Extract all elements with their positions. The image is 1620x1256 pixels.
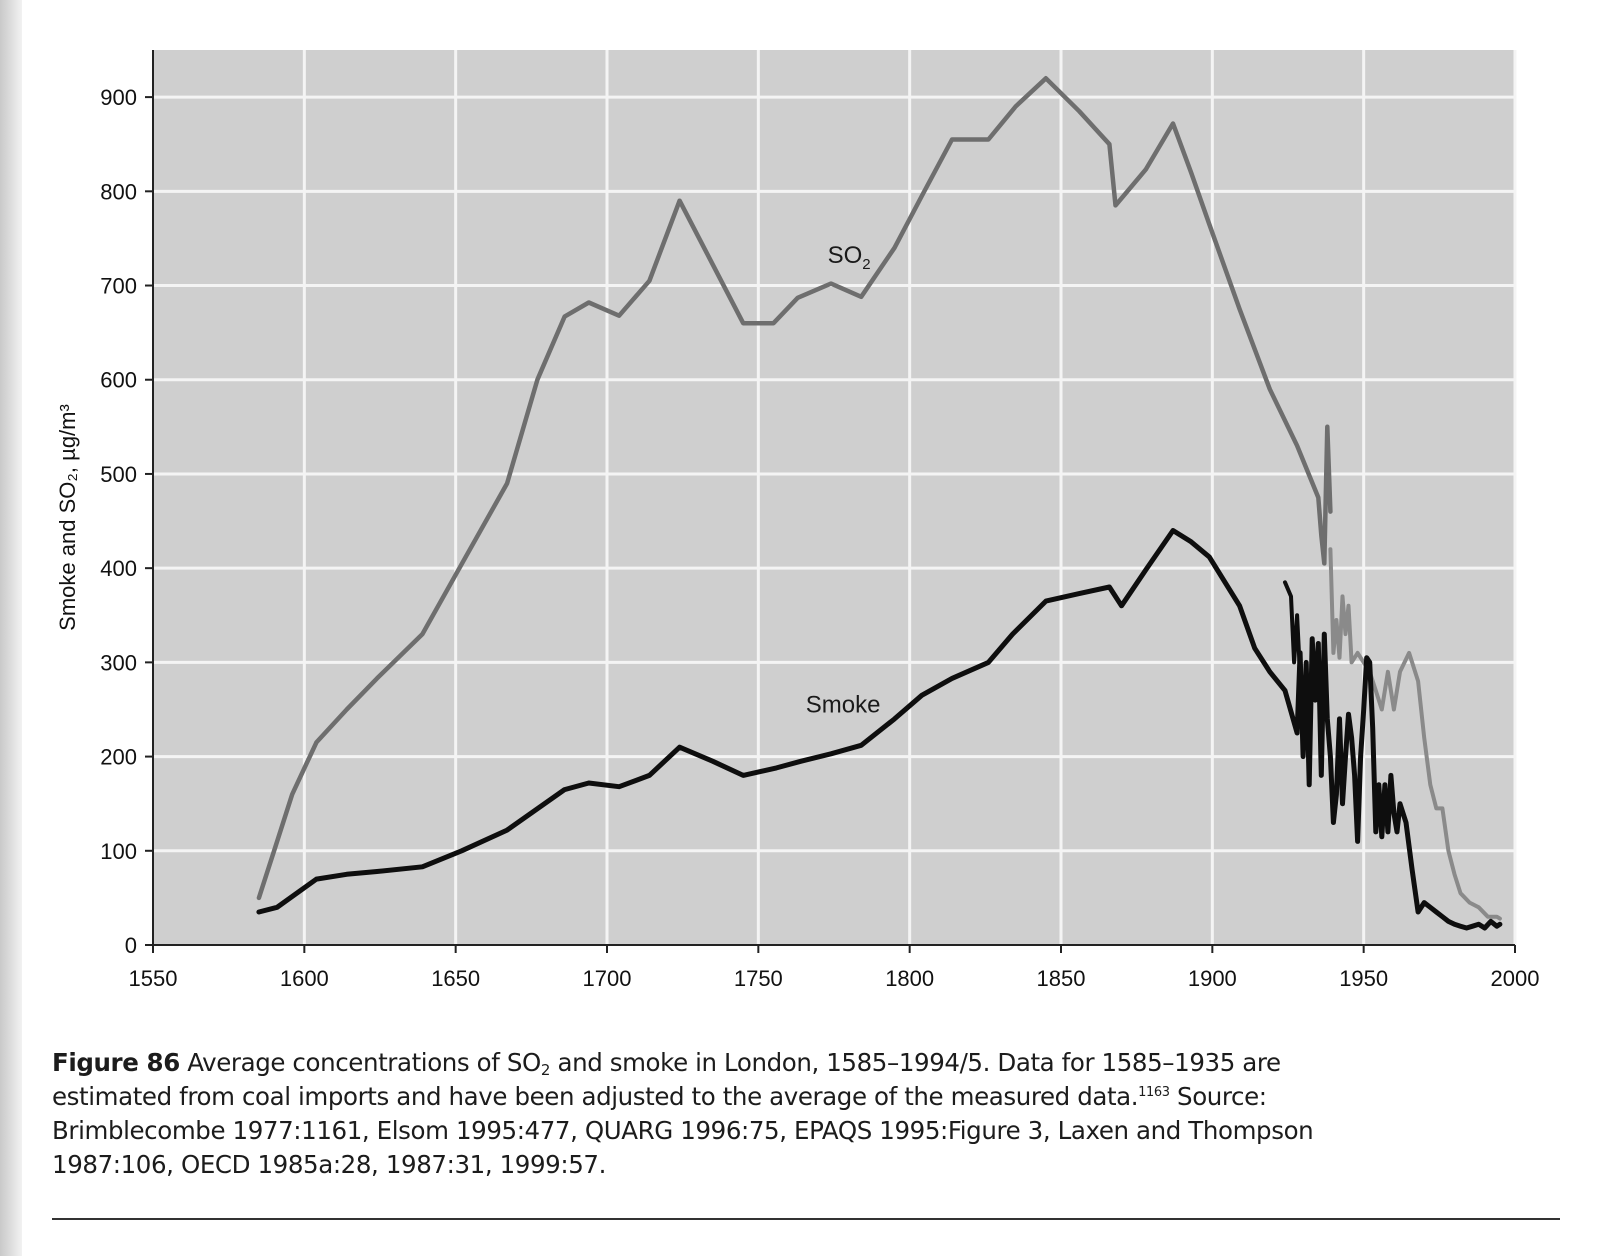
y-tick-label: 100 [100, 839, 137, 864]
caption-divider [52, 1218, 1560, 1220]
y-tick-label: 300 [100, 650, 137, 675]
x-tick-label: 1900 [1188, 966, 1237, 991]
x-tick-label: 1700 [583, 966, 632, 991]
series-line-2 [1328, 547, 1502, 921]
y-tick-label: 0 [125, 933, 137, 958]
y-tick-label: 800 [100, 179, 137, 204]
caption-line-1: Figure 86 Average concentrations of SO2 … [52, 1046, 1552, 1080]
caption-line-2: estimated from coal imports and have bee… [52, 1080, 1552, 1114]
x-tick-label: 1950 [1339, 966, 1388, 991]
x-tick-label: 1550 [129, 966, 178, 991]
y-tick-label: 500 [100, 462, 137, 487]
y-tick-label: 400 [100, 556, 137, 581]
caption-text: Average concentrations of SO [179, 1048, 541, 1077]
x-tick-label: 1750 [734, 966, 783, 991]
series-label: Smoke [806, 691, 881, 718]
plot-area [153, 50, 1515, 945]
line-chart: 1550 1600 1650 1700 1750 1800 1850 1900 1950 2000… [55, 50, 1540, 991]
figure-label: Figure 86 [52, 1048, 180, 1077]
caption-text: estimated from coal imports and have bee… [52, 1082, 1139, 1111]
y-tick-label: 600 [100, 368, 137, 393]
y-tick-label: 200 [100, 745, 137, 770]
footnote-reference: 1163 [1138, 1085, 1170, 1100]
caption-line-4: 1987:106, OECD 1985a:28, 1987:31, 1999:5… [52, 1150, 606, 1179]
page-shadow [0, 0, 22, 1256]
caption-line-3: Brimblecombe 1977:1161, Elsom 1995:477, … [52, 1116, 1314, 1145]
y-tick-label: 700 [100, 274, 137, 299]
y-tick-label: 900 [100, 85, 137, 110]
x-tick-label: 2000 [1491, 966, 1540, 991]
x-tick-label: 1850 [1037, 966, 1086, 991]
caption-text: Source: [1169, 1082, 1267, 1111]
x-tick-label: 1600 [280, 966, 329, 991]
caption-subscript: 2 [540, 1061, 551, 1079]
series-line-3 [256, 528, 1503, 931]
x-tick-label: 1650 [431, 966, 480, 991]
series-line-1 [256, 76, 1333, 901]
figure-caption: Figure 86 Average concentrations of SO2 … [52, 1046, 1552, 1182]
y-axis-title: Smoke and SO₂, µg/m³ [55, 404, 80, 631]
x-tick-label: 1800 [885, 966, 934, 991]
caption-text: and smoke in London, 1585–1994/5. Data f… [550, 1048, 1281, 1077]
